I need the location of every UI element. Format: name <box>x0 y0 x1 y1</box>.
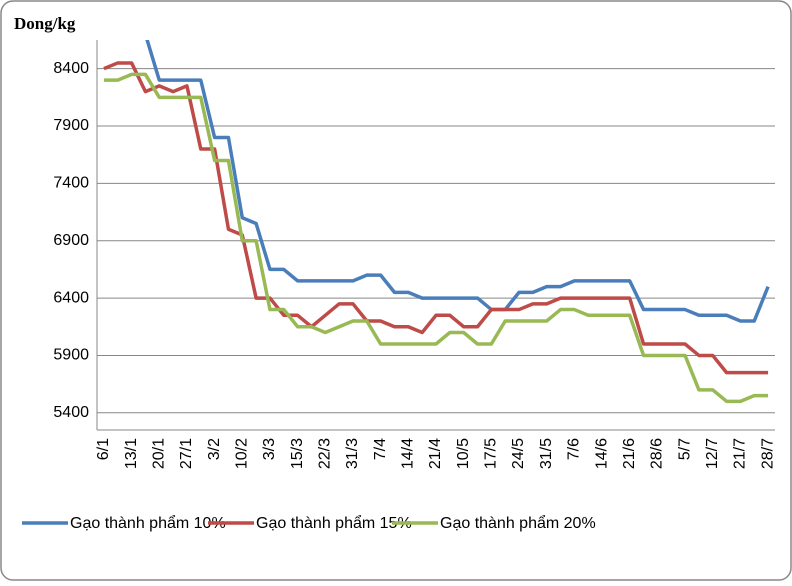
x-tick-label: 13/1 <box>123 438 140 469</box>
series-line <box>103 72 769 404</box>
x-tick-label: 24/5 <box>510 438 527 469</box>
y-tick-label: 5900 <box>53 347 89 364</box>
y-tick-label: 7400 <box>53 175 89 192</box>
x-tick-label: 14/4 <box>400 438 417 469</box>
x-tick-label: 21/6 <box>621 438 638 469</box>
legend-label: Gạo thành phẩm 15% <box>256 514 412 532</box>
x-tick-label: 14/6 <box>593 438 610 469</box>
legend-label: Gạo thành phẩm 20% <box>440 514 596 532</box>
series-line <box>103 61 769 375</box>
x-tick-label: 27/1 <box>178 438 195 469</box>
x-tick-label: 21/7 <box>732 438 749 469</box>
y-tick-label: 6400 <box>53 289 89 306</box>
x-tick-label: 31/3 <box>344 438 361 469</box>
x-tick-label: 15/3 <box>289 438 306 469</box>
x-tick-label: 7/4 <box>372 438 389 460</box>
y-tick-label: 8400 <box>53 60 89 77</box>
x-tick-label: 7/6 <box>566 438 583 460</box>
x-tick-label: 6/1 <box>95 438 112 460</box>
x-tick-label: 21/4 <box>427 438 444 469</box>
x-tick-label: 3/2 <box>206 438 223 460</box>
x-tick-label: 10/2 <box>234 438 251 469</box>
x-tick-label: 10/5 <box>455 438 472 469</box>
series-line <box>145 40 770 323</box>
x-tick-label: 12/7 <box>704 438 721 469</box>
x-tick-label: 28/6 <box>649 438 666 469</box>
x-tick-label: 31/5 <box>538 438 555 469</box>
x-tick-label: 3/3 <box>261 438 278 460</box>
y-axis-label: Dong/kg <box>14 14 76 33</box>
legend-label: Gạo thành phẩm 10% <box>70 514 226 532</box>
x-tick-label: 28/7 <box>759 438 776 469</box>
y-tick-label: 6900 <box>53 232 89 249</box>
x-tick-label: 17/5 <box>483 438 500 469</box>
y-tick-label: 7900 <box>53 117 89 134</box>
x-tick-label: 22/3 <box>317 438 334 469</box>
x-tick-label: 20/1 <box>150 438 167 469</box>
x-tick-label: 5/7 <box>676 438 693 460</box>
y-tick-label: 5400 <box>53 404 89 421</box>
